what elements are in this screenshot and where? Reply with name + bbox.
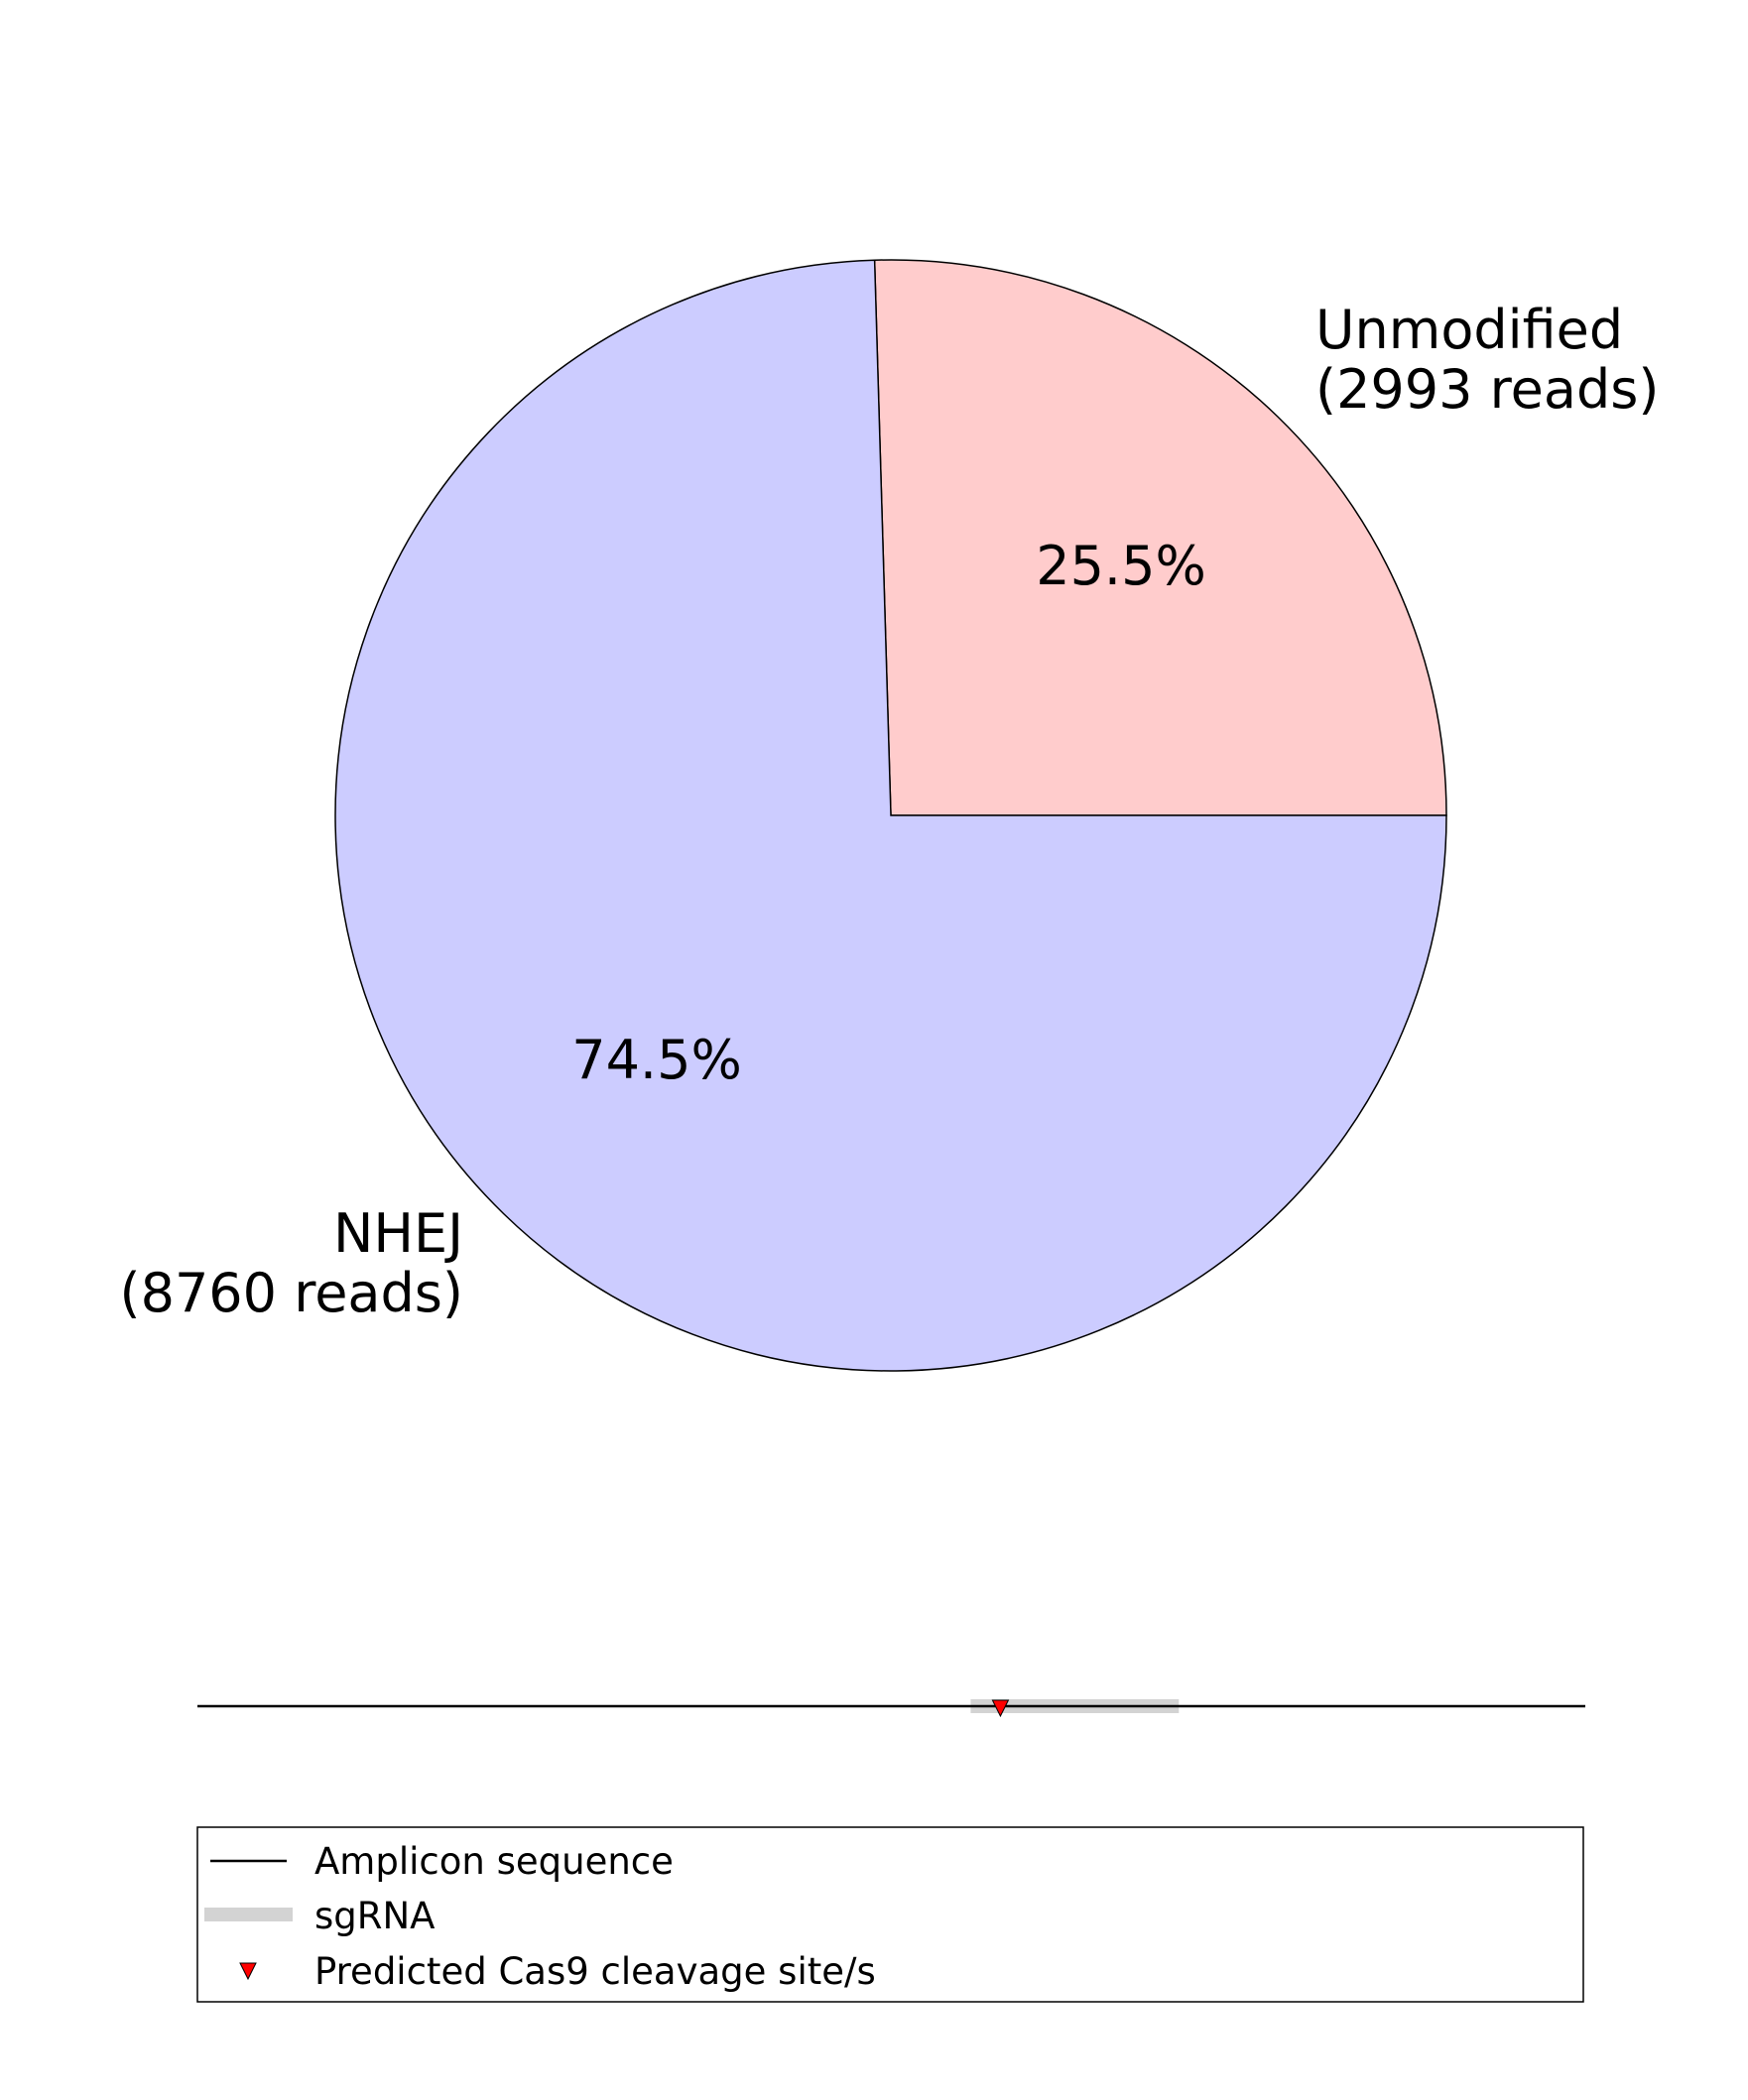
legend-amplicon-label: Amplicon sequence [314,1840,674,1883]
legend-cleavage-swatch [239,1962,257,1981]
legend-sgrna-label: sgRNA [314,1895,435,1937]
pie-chart: 25.5% 74.5% Unmodified (2993 reads) NHEJ… [120,259,1659,1372]
cleavage-site-marker [991,1699,1010,1718]
legend: Amplicon sequence sgRNA Predicted Cas9 c… [196,1826,1584,2003]
slice-percent-nhej: 74.5% [571,1029,742,1091]
legend-cleavage-label: Predicted Cas9 cleavage site/s [314,1950,876,1993]
slice-percent-unmodified: 25.5% [1036,535,1206,597]
slice-label-unmodified: Unmodified [1315,299,1623,361]
pie-slice-unmodified [873,259,1447,816]
slice-reads-unmodified: (2993 reads) [1315,358,1659,421]
amplicon-schematic [197,1699,1585,1718]
slice-label-nhej: NHEJ [333,1202,463,1265]
legend-box [196,1826,1584,2003]
slice-reads-nhej: (8760 reads) [120,1262,463,1324]
pie-slice-nhej [334,259,1447,1372]
